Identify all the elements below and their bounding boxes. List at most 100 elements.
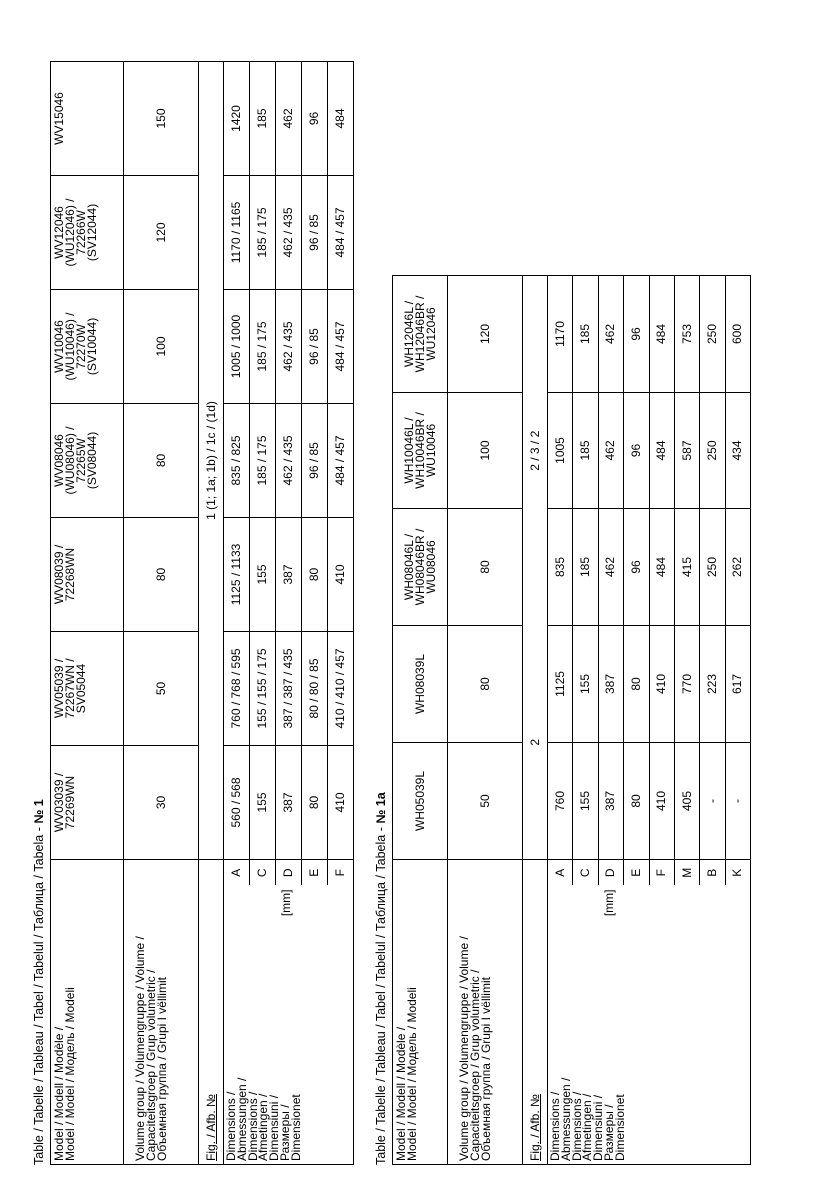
fig-label: Fig. / Afb. № <box>203 1094 218 1161</box>
dimension-value: 185 / 175 <box>249 289 276 404</box>
dimension-value: 262 <box>725 508 751 626</box>
model-cell: WV15046 <box>50 61 124 176</box>
dimension-value: 484 <box>649 275 675 393</box>
dimension-value: 155 <box>572 625 599 743</box>
dimension-value: 484 / 457 <box>327 403 354 518</box>
dimension-row: Dimensions / Abmessungen / Dimensions / Afm… <box>547 275 751 1165</box>
model-name-line: WU10046 <box>423 423 438 478</box>
model-label-line: Model / Model / Модель / Modeli <box>63 987 77 1161</box>
dimension-value: 387 <box>275 745 302 860</box>
dimension-value: 185 <box>572 275 599 393</box>
header-row: Model / Modell / Modèle / Model / Model /… <box>392 275 448 1165</box>
dimension-letter: M <box>674 859 700 886</box>
table-1a-block: Table / Tabelle / Tableau / Tabel / Tabe… <box>370 275 751 1165</box>
model-name-line: WH08039L <box>412 653 427 715</box>
dimension-value: 223 <box>699 625 726 743</box>
volume-value: 30 <box>123 745 199 860</box>
volume-value: 50 <box>447 742 523 860</box>
dimension-value: 80 <box>301 517 328 632</box>
dimensions-label-cell: Dimensions / Abmessungen / Dimensions / Afm… <box>223 885 354 1165</box>
model-cell: WH05039L <box>392 742 448 860</box>
dimension-letter: B <box>699 859 726 886</box>
dimension-value: 387 <box>598 625 624 743</box>
dimension-value: 760 / 768 / 595 <box>223 631 250 746</box>
dimension-value: 185 / 175 <box>249 175 276 290</box>
fig-value: 1 (1; 1a; 1b) / 1c / (1d) <box>198 61 224 860</box>
title-number: № 1a <box>374 792 388 824</box>
dimension-value: 1125 / 1133 <box>223 517 250 632</box>
dimension-value: 80 <box>301 745 328 860</box>
dimension-value: 410 <box>649 625 675 743</box>
dimension-row: Dimensions / Abmessungen / Dimensions / Afm… <box>223 61 354 1165</box>
model-cell: WH12046L / WH12046BR / WU12046 <box>392 275 448 393</box>
fig-row: Fig. / Afb. № 2 2 / 3 / 2 <box>522 275 548 1165</box>
dimension-value: 587 <box>674 392 700 509</box>
dimension-value: 185 <box>249 61 276 176</box>
model-label-cell: Model / Modell / Modèle / Model / Model /… <box>392 859 448 1165</box>
dimension-value: 410 <box>327 517 354 632</box>
dimension-value: 405 <box>674 742 700 860</box>
dimension-letter: D <box>598 859 624 886</box>
dimension-value: 96 / 85 <box>301 289 328 404</box>
model-name-line: 72269WN <box>63 775 77 830</box>
table-1a: Model / Modell / Modèle / Model / Model /… <box>392 275 751 1165</box>
model-name-line: WU12046 <box>423 307 438 361</box>
header-row: Model / Modell / Modèle / Model / Model /… <box>50 61 124 1165</box>
dimension-value: 415 <box>674 508 700 626</box>
volume-value: 100 <box>447 392 523 509</box>
dimension-value: 80 <box>623 742 650 860</box>
table-1-title: Table / Tabelle / Tableau / Tabel / Tabe… <box>28 62 50 1165</box>
title-prefix: Table / Tabelle / Tableau / Tabel / Tabe… <box>32 823 46 1165</box>
dimension-letter: A <box>547 859 573 886</box>
model-cell: WV10046 (WU10046) /72270W (SV10044) <box>50 289 124 404</box>
table-1-block: Table / Tabelle / Tableau / Tabel / Tabe… <box>28 61 354 1165</box>
dimension-value: 1170 <box>547 275 573 393</box>
dimension-value: 96 <box>301 61 328 176</box>
model-name-line: (SV08044) <box>85 431 99 490</box>
model-cell: WV08046 (WU08046) /72265W (SV08044) <box>50 403 124 518</box>
dimension-value: 250 <box>699 508 726 626</box>
dimension-value: - <box>699 742 726 860</box>
dimension-value: 760 <box>547 742 573 860</box>
dimension-value: 484 / 457 <box>327 175 354 290</box>
dimension-value: 250 <box>699 392 726 509</box>
dimension-value: 1125 <box>547 625 573 743</box>
volume-value: 100 <box>123 289 199 404</box>
model-cell: WV08039 /72268WN <box>50 517 124 632</box>
dimension-value: 835 / 825 <box>223 403 250 518</box>
model-name-line: 72268WN <box>63 547 77 602</box>
dimension-value: 96 <box>623 508 650 626</box>
model-label-cell: Model / Modell / Modèle / Model / Model /… <box>50 859 124 1165</box>
dimensions-label-cell: Dimensions / Abmessungen / Dimensions / Afm… <box>547 885 751 1165</box>
model-name-line: (SV12044) <box>85 203 99 262</box>
model-name-line: SV05044 <box>74 663 88 714</box>
dimension-value: 1420 <box>223 61 250 176</box>
dimension-value: 155 / 155 / 175 <box>249 631 276 746</box>
model-name-line: WU08046 <box>423 540 438 594</box>
volume-value: 80 <box>123 517 199 632</box>
unit-label: [mm] <box>279 889 293 917</box>
dimension-letter: C <box>249 859 276 886</box>
fig-label: Fig. / Afb. № <box>527 1094 542 1161</box>
volume-value: 120 <box>447 275 523 393</box>
dimensions-label-line: Dimensionet <box>612 1094 627 1161</box>
dimension-value: 96 <box>623 392 650 509</box>
volume-label-cell: Volume group / Volumengruppe / Volume / C… <box>447 859 523 1165</box>
title-number: № 1 <box>32 799 46 824</box>
dimension-value: 1170 / 1165 <box>223 175 250 290</box>
dimension-value: 80 / 80 / 85 <box>301 631 328 746</box>
dimension-value: 410 <box>327 745 354 860</box>
volume-label-line: Объемная группа / Grupi I vëllimit <box>155 977 169 1161</box>
dimension-letter: D <box>275 859 302 886</box>
unit-label: [mm] <box>601 889 616 917</box>
volume-row: Volume group / Volumengruppe / Volume / C… <box>447 275 523 1165</box>
dimension-value: 155 <box>249 517 276 632</box>
dimension-value: 462 <box>598 392 624 509</box>
dimension-value: 462 <box>598 508 624 626</box>
dimension-value: 80 <box>623 625 650 743</box>
dimension-value: 462 / 435 <box>275 289 302 404</box>
dimension-value: 155 <box>249 745 276 860</box>
dimension-value: 387 <box>275 517 302 632</box>
dimension-letter: A <box>223 859 250 886</box>
dimension-value: 462 <box>275 61 302 176</box>
